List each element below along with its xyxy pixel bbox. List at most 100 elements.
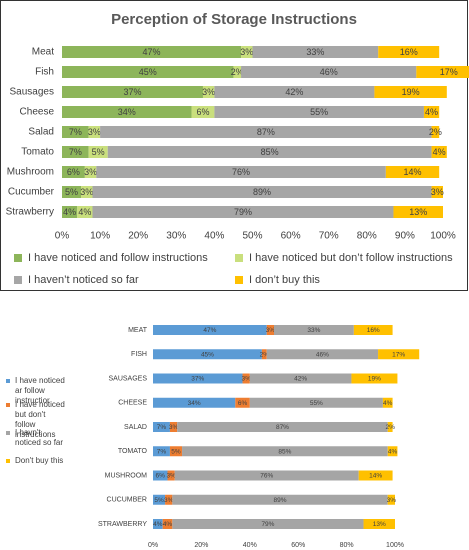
legend-item: I have noticed ar follow instructior: [6, 376, 68, 406]
bar-segment: [62, 126, 89, 138]
y-tick-label: Mushroom: [7, 167, 54, 178]
data-label: 13%: [409, 207, 427, 217]
y-tick-label: MUSHROOM: [105, 472, 148, 479]
x-tick-label: 90%: [395, 231, 415, 242]
legend-item: I have noticed but don't follow instruct…: [6, 400, 68, 440]
data-label: 55%: [310, 400, 323, 407]
data-label: 89%: [253, 187, 271, 197]
legend-swatch: [6, 431, 10, 435]
data-label: 79%: [261, 521, 274, 528]
legend-swatch: [6, 459, 10, 463]
data-label: 34%: [118, 107, 136, 117]
x-tick-label: 80%: [340, 542, 354, 549]
data-label: 5%: [92, 147, 105, 157]
data-label: 87%: [276, 424, 289, 431]
data-label: 14%: [369, 473, 382, 480]
bar-segment: [177, 422, 388, 432]
data-label: 4%: [433, 147, 446, 157]
data-label: 4%: [383, 400, 393, 407]
legend-item: Don't buy this: [6, 456, 68, 466]
data-label: 3%: [169, 424, 179, 431]
bar-segment: [363, 519, 395, 529]
bar-segment: [100, 126, 432, 138]
x-tick-label: 60%: [281, 231, 301, 242]
y-tick-label: Meat: [32, 47, 54, 58]
bar-segment: [153, 470, 168, 481]
bar-segment: [431, 186, 443, 198]
bar-segment: [153, 446, 170, 457]
bar-segment: [214, 86, 375, 98]
legend-swatch: [6, 403, 10, 407]
bar-segment: [378, 349, 420, 360]
bar-segment: [172, 494, 388, 505]
data-label: 13%: [373, 521, 386, 528]
data-label: 89%: [274, 497, 287, 504]
data-label: 37%: [123, 87, 141, 97]
y-tick-label: Fish: [35, 67, 54, 78]
bar-segment: [214, 106, 424, 118]
data-label: 3%: [387, 497, 397, 504]
bar-segment: [62, 66, 234, 78]
legend-label: I don’t buy this: [249, 274, 320, 286]
data-label: 3%: [88, 127, 101, 137]
bar-segment: [77, 206, 93, 218]
y-tick-label: CUCUMBER: [107, 497, 147, 504]
x-tick-label: 0%: [55, 231, 70, 242]
data-label: 47%: [143, 47, 161, 57]
data-label: 2%: [429, 127, 442, 137]
y-tick-label: Cheese: [20, 107, 55, 118]
legend-item: I havn't noticed so far: [6, 428, 68, 448]
data-label: 76%: [260, 473, 273, 480]
bar-segment: [92, 186, 432, 198]
data-label: 87%: [257, 127, 275, 137]
bar-segment: [382, 397, 393, 408]
data-label: 46%: [316, 351, 329, 358]
y-tick-label: CHEESE: [118, 400, 147, 407]
bar-segment: [241, 46, 253, 58]
bar-segment: [266, 349, 379, 360]
data-label: 19%: [402, 87, 420, 97]
bar-segment: [358, 470, 393, 481]
data-label: 45%: [139, 67, 157, 77]
bar-segment: [423, 106, 440, 118]
y-tick-label: SALAD: [124, 424, 147, 431]
chart-frame: [0, 0, 468, 291]
data-label: 6%: [156, 473, 166, 480]
y-tick-label: Cucumber: [8, 187, 55, 198]
x-tick-label: 50%: [242, 231, 262, 242]
data-label: 2%: [231, 67, 244, 77]
data-label: 37%: [191, 376, 204, 383]
bar-segment: [84, 166, 97, 178]
y-tick-label: TOMATO: [118, 448, 148, 455]
data-label: 3%: [164, 497, 174, 504]
bar-segment: [153, 519, 163, 529]
bar-segment: [274, 325, 354, 335]
data-label: 4%: [163, 521, 173, 528]
data-label: 2%: [385, 424, 395, 431]
bar-segment: [92, 206, 394, 218]
data-label: 7%: [69, 147, 82, 157]
data-label: 3%: [166, 473, 176, 480]
legend-swatch: [14, 254, 22, 262]
bar-segment: [172, 519, 364, 529]
data-label: 14%: [404, 167, 422, 177]
bar-segment: [249, 397, 383, 408]
bar-segment: [266, 325, 274, 335]
legend-label: I haven’t noticed so far: [28, 274, 139, 286]
data-label: 7%: [157, 448, 167, 455]
bar-segment: [153, 494, 166, 505]
x-tick-label: 40%: [243, 542, 257, 549]
y-tick-label: Tomato: [21, 147, 54, 158]
x-tick-label: 60%: [291, 542, 305, 549]
bar-segment: [431, 126, 440, 138]
bar-segment: [169, 422, 178, 432]
bar-segment: [88, 146, 108, 158]
data-label: 33%: [307, 327, 320, 334]
legend-swatch: [14, 276, 22, 284]
x-tick-label: 80%: [357, 231, 377, 242]
data-label: 6%: [238, 400, 248, 407]
y-tick-label: FISH: [131, 351, 147, 358]
bar-segment: [261, 349, 267, 360]
y-tick-label: Strawberry: [6, 207, 54, 218]
data-label: 17%: [440, 67, 458, 77]
